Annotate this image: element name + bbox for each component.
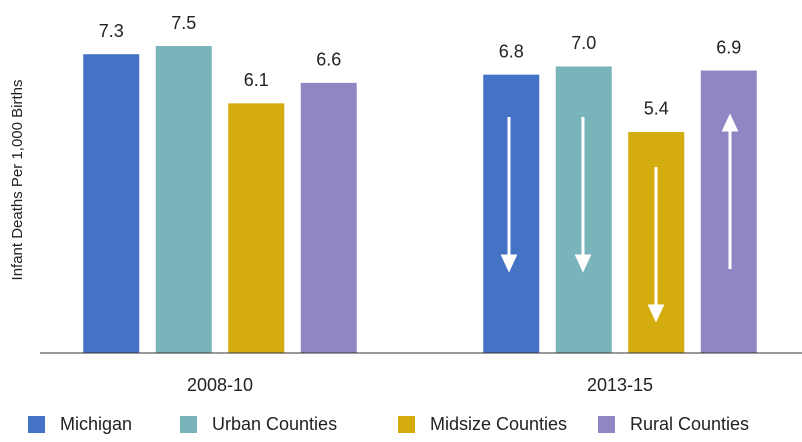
x-tick-label: 2008-10	[187, 375, 253, 395]
value-label: 6.1	[244, 70, 269, 90]
arrow-head	[574, 254, 592, 273]
legend-swatch	[398, 416, 415, 433]
legend-label: Rural Counties	[630, 414, 749, 434]
legend-swatch	[180, 416, 197, 433]
bar	[300, 82, 357, 353]
bar	[228, 103, 285, 353]
bar	[155, 46, 212, 353]
legend-label: Michigan	[60, 414, 132, 434]
bar	[83, 54, 140, 354]
y-axis-label: Infant Deaths Per 1,000 Births	[9, 80, 26, 281]
legend-swatch	[28, 416, 45, 433]
arrow-head	[647, 304, 665, 323]
value-label: 6.6	[316, 50, 341, 70]
arrow-head	[721, 113, 739, 132]
value-label: 6.8	[499, 41, 524, 61]
value-label: 7.3	[99, 21, 124, 41]
arrow-head	[500, 254, 518, 273]
legend-swatch	[598, 416, 615, 433]
value-label: 5.4	[644, 99, 669, 119]
legend-label: Urban Counties	[212, 414, 337, 434]
x-tick-label: 2013-15	[587, 375, 653, 395]
value-label: 6.9	[716, 37, 741, 57]
value-label: 7.0	[571, 33, 596, 53]
plot	[83, 46, 757, 354]
change-arrows	[500, 113, 739, 323]
bar	[483, 74, 540, 354]
value-label: 7.5	[171, 13, 196, 33]
legend-label: Midsize Counties	[430, 414, 567, 434]
